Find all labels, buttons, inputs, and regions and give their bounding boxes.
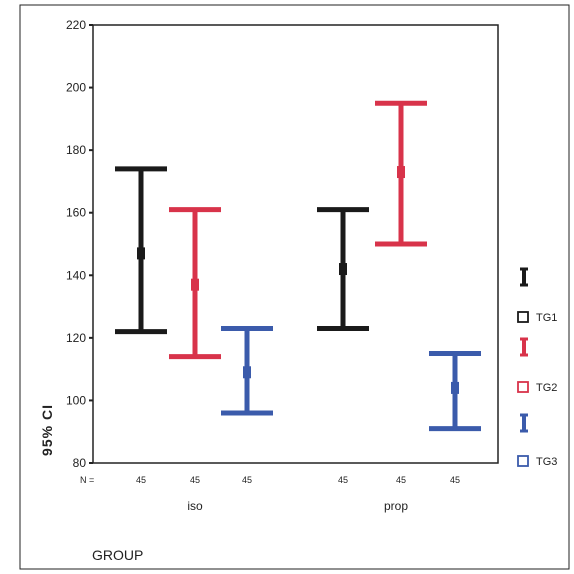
n-count-label: 45 (396, 475, 406, 485)
n-count-label: 45 (338, 475, 348, 485)
group-labels: iso prop (187, 499, 408, 513)
n-count-label: 45 (450, 475, 460, 485)
n-labels: 45 45 45 45 45 45 (136, 475, 460, 485)
y-tick-label: 220 (66, 18, 86, 32)
mean-marker (137, 247, 145, 260)
y-tick-label: 200 (66, 81, 86, 95)
y-tick-label: 140 (66, 268, 86, 282)
group-label-iso: iso (187, 499, 203, 513)
mean-marker (243, 366, 251, 379)
legend-marker-tg3 (517, 455, 529, 467)
y-tick-label: 100 (66, 393, 86, 407)
error-bar-tg3-prop (429, 351, 481, 432)
y-tick-label: 160 (66, 206, 86, 220)
error-bar-tg2-iso (169, 207, 221, 360)
error-bar-tg1-iso (115, 166, 167, 335)
legend: TG1 TG2 TG3 (517, 267, 557, 468)
n-label: N = (80, 475, 94, 485)
y-axis-label: 95% CI (39, 404, 55, 456)
plot-area (92, 24, 499, 464)
legend-marker-tg2 (517, 381, 529, 393)
y-tick-label: 80 (73, 456, 87, 470)
error-bar-tg2-prop (375, 100, 427, 247)
outer-border (19, 4, 570, 570)
y-tick-label: 180 (66, 143, 86, 157)
legend-label-tg3: TG3 (536, 456, 557, 468)
legend-marker-tg1 (517, 311, 529, 323)
error-bar-tg1-prop (317, 207, 369, 331)
y-tick-label: 120 (66, 331, 86, 345)
legend-symbol-tg2 (520, 337, 528, 357)
legend-symbol-tg1 (520, 267, 528, 287)
n-count-label: 45 (190, 475, 200, 485)
mean-marker (339, 263, 347, 276)
n-count-label: 45 (136, 475, 146, 485)
n-count-label: 45 (242, 475, 252, 485)
error-bar-tg3-iso (221, 325, 273, 416)
x-axis-label: GROUP (92, 547, 143, 563)
mean-marker (191, 278, 199, 291)
mean-marker (451, 381, 459, 394)
y-axis: 80 100 120 140 160 180 200 220 (66, 18, 93, 470)
group-label-prop: prop (384, 499, 408, 513)
mean-marker (397, 166, 405, 179)
error-bars (115, 100, 481, 432)
legend-symbol-tg3 (520, 413, 528, 433)
legend-label-tg1: TG1 (536, 312, 557, 324)
legend-label-tg2: TG2 (536, 382, 557, 394)
